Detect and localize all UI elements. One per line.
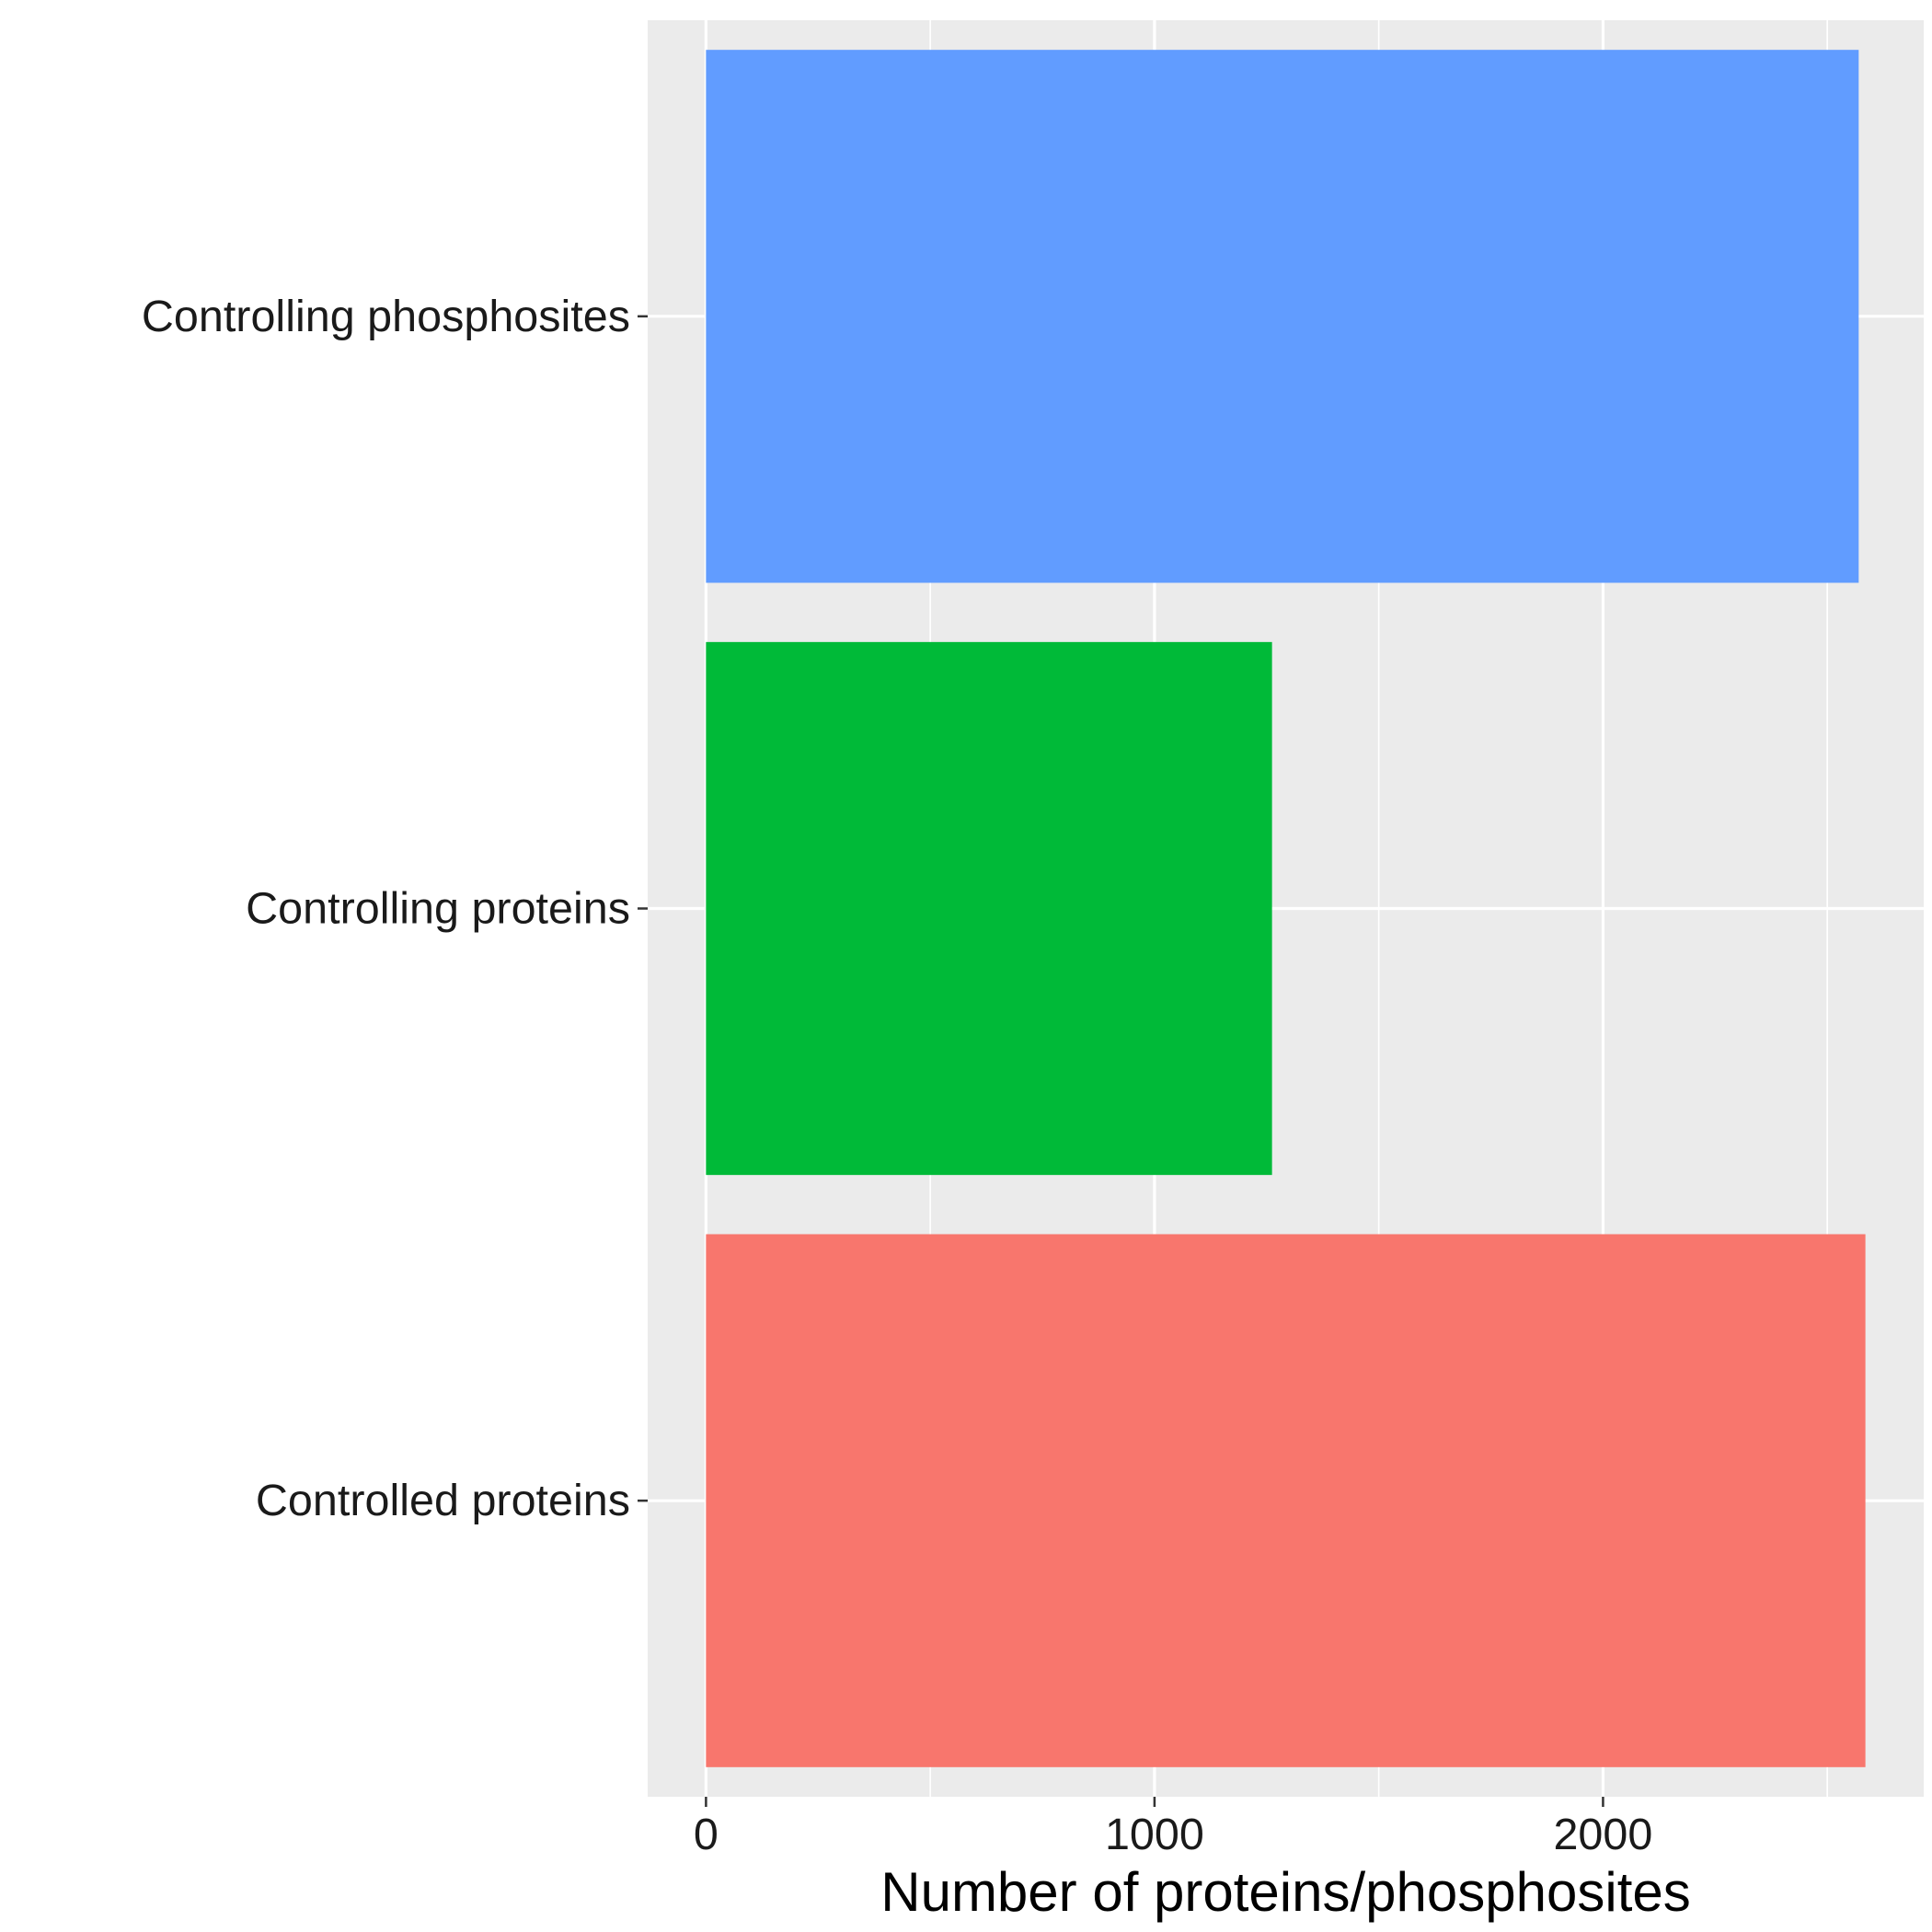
x-axis: 0 1000 2000 (694, 1797, 1652, 1859)
y-tick-label: Controlling proteins (246, 884, 630, 934)
y-tick-label: Controlling phosphosites (142, 292, 630, 341)
bars (706, 50, 1866, 1767)
bar (706, 1234, 1866, 1767)
x-tick-label: 1000 (1105, 1810, 1204, 1859)
y-axis: Controlled proteins Controlling proteins C… (142, 292, 648, 1525)
bar (706, 50, 1859, 583)
bar (706, 641, 1272, 1176)
x-axis-title: Number of proteins/phosphosites (880, 1861, 1691, 1923)
y-tick-label: Controlled proteins (256, 1476, 630, 1525)
x-tick-label: 2000 (1553, 1810, 1652, 1859)
x-tick-label: 0 (694, 1810, 719, 1859)
